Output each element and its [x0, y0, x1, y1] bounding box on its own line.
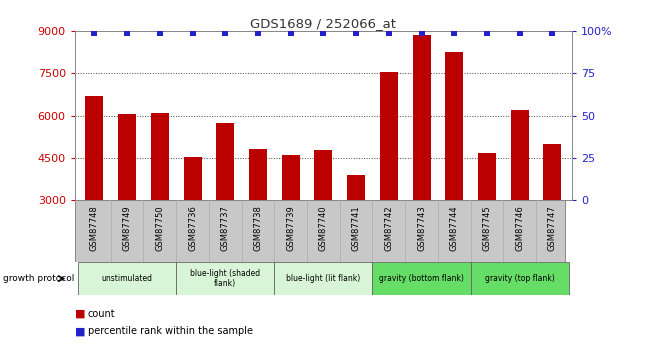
Bar	[151, 113, 169, 200]
Text: GSM87747: GSM87747	[548, 205, 557, 251]
Bar	[281, 155, 300, 200]
Text: GSM87748: GSM87748	[90, 205, 99, 251]
Title: GDS1689 / 252066_at: GDS1689 / 252066_at	[250, 17, 396, 30]
Text: GSM87749: GSM87749	[123, 205, 131, 251]
Text: GSM87745: GSM87745	[482, 205, 491, 251]
Text: GSM87737: GSM87737	[221, 205, 229, 251]
Text: GSM87736: GSM87736	[188, 205, 197, 251]
Point	[187, 30, 198, 36]
Bar	[274, 262, 372, 295]
Text: unstimulated: unstimulated	[101, 274, 153, 283]
Text: blue-light (lit flank): blue-light (lit flank)	[286, 274, 361, 283]
Point	[155, 30, 165, 36]
Point	[547, 30, 558, 36]
Bar	[471, 262, 569, 295]
Point	[351, 30, 361, 36]
Point	[318, 30, 328, 36]
Bar	[413, 35, 430, 200]
Bar	[543, 144, 562, 200]
Text: GSM87743: GSM87743	[417, 205, 426, 251]
Text: GSM87750: GSM87750	[155, 205, 164, 251]
Text: ■: ■	[75, 309, 85, 319]
Text: ■: ■	[75, 326, 85, 336]
Point	[514, 30, 525, 36]
Point	[220, 30, 231, 36]
Text: GSM87739: GSM87739	[286, 205, 295, 251]
Bar	[511, 110, 528, 200]
Text: GSM87742: GSM87742	[384, 205, 393, 251]
Bar	[315, 150, 332, 200]
Bar	[216, 122, 234, 200]
Text: GSM87744: GSM87744	[450, 205, 459, 251]
Text: gravity (top flank): gravity (top flank)	[485, 274, 554, 283]
Bar	[347, 175, 365, 200]
Bar	[372, 262, 471, 295]
Text: blue-light (shaded
flank): blue-light (shaded flank)	[190, 269, 260, 288]
Point	[122, 30, 133, 36]
Point	[449, 30, 460, 36]
Text: GSM87746: GSM87746	[515, 205, 524, 251]
Point	[89, 30, 99, 36]
Bar	[380, 72, 398, 200]
Point	[416, 30, 426, 36]
Point	[482, 30, 492, 36]
Bar	[183, 157, 202, 200]
Text: growth protocol: growth protocol	[3, 274, 75, 283]
Bar	[85, 96, 103, 200]
Point	[253, 30, 263, 36]
Bar	[478, 153, 496, 200]
Point	[384, 30, 394, 36]
Text: percentile rank within the sample: percentile rank within the sample	[88, 326, 253, 336]
Text: GSM87741: GSM87741	[352, 205, 361, 251]
Text: gravity (bottom flank): gravity (bottom flank)	[379, 274, 464, 283]
Text: count: count	[88, 309, 116, 319]
Bar	[445, 52, 463, 200]
Point	[285, 30, 296, 36]
Bar	[118, 114, 136, 200]
Text: GSM87740: GSM87740	[319, 205, 328, 251]
Bar	[78, 262, 176, 295]
Bar	[176, 262, 274, 295]
Text: GSM87738: GSM87738	[254, 205, 263, 251]
Bar	[249, 149, 267, 200]
